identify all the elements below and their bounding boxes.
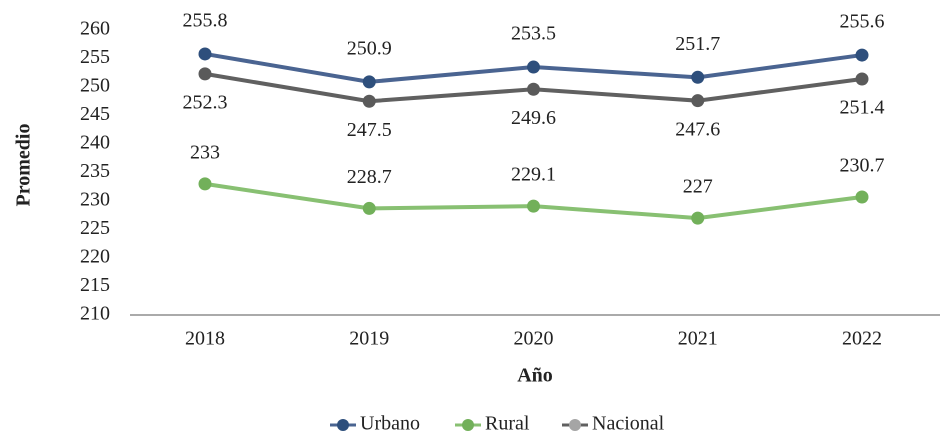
marker bbox=[527, 199, 540, 213]
y-tick-label: 235 bbox=[80, 160, 110, 182]
x-axis-label: Año bbox=[517, 365, 553, 387]
data-label: 227 bbox=[683, 176, 713, 198]
data-label: 250.9 bbox=[347, 37, 392, 59]
marker bbox=[855, 48, 869, 62]
marker bbox=[855, 72, 869, 86]
marker bbox=[691, 211, 705, 225]
marker bbox=[527, 82, 540, 96]
data-label: 228.7 bbox=[347, 166, 392, 188]
data-label: 251.7 bbox=[675, 33, 720, 55]
data-label: 255.8 bbox=[183, 10, 228, 32]
x-tick-label: 2021 bbox=[678, 328, 718, 350]
y-tick-label: 225 bbox=[80, 217, 110, 239]
y-tick-label: 220 bbox=[80, 246, 110, 268]
legend-marker bbox=[337, 419, 349, 431]
y-tick-label: 260 bbox=[80, 18, 110, 40]
data-label: 247.6 bbox=[675, 118, 720, 140]
y-tick-label: 215 bbox=[80, 274, 110, 296]
y-axis-label: Promedio bbox=[13, 124, 35, 207]
data-label: 251.4 bbox=[840, 97, 885, 119]
marker bbox=[198, 47, 212, 61]
legend-label: Rural bbox=[485, 413, 530, 435]
y-tick-label: 230 bbox=[80, 189, 110, 211]
legend-marker bbox=[462, 419, 474, 431]
data-label: 233 bbox=[190, 141, 220, 163]
x-tick-label: 2020 bbox=[514, 328, 554, 350]
legend-label: Urbano bbox=[360, 413, 420, 435]
marker bbox=[362, 94, 376, 108]
legend-label: Nacional bbox=[592, 413, 665, 435]
x-tick-label: 2019 bbox=[349, 328, 389, 350]
y-tick-label: 240 bbox=[80, 132, 110, 154]
x-tick-label: 2018 bbox=[185, 328, 225, 350]
marker bbox=[691, 94, 705, 108]
marker bbox=[362, 201, 376, 215]
y-tick-label: 255 bbox=[80, 46, 110, 68]
data-label: 249.6 bbox=[511, 107, 556, 129]
y-tick-label: 245 bbox=[80, 103, 110, 125]
y-tick-label: 210 bbox=[80, 303, 110, 325]
x-tick-label: 2022 bbox=[842, 328, 882, 350]
legend-marker bbox=[569, 419, 581, 431]
data-label: 253.5 bbox=[511, 23, 556, 45]
data-label: 247.5 bbox=[347, 119, 392, 141]
marker bbox=[362, 75, 376, 89]
marker bbox=[198, 177, 212, 191]
data-label: 229.1 bbox=[511, 164, 556, 186]
data-label: 255.6 bbox=[840, 11, 885, 33]
data-label: 252.3 bbox=[183, 91, 228, 113]
marker bbox=[527, 60, 540, 74]
marker bbox=[691, 70, 705, 84]
data-label: 230.7 bbox=[840, 155, 885, 177]
marker bbox=[198, 67, 212, 81]
marker bbox=[855, 190, 869, 204]
y-tick-label: 250 bbox=[80, 75, 110, 97]
